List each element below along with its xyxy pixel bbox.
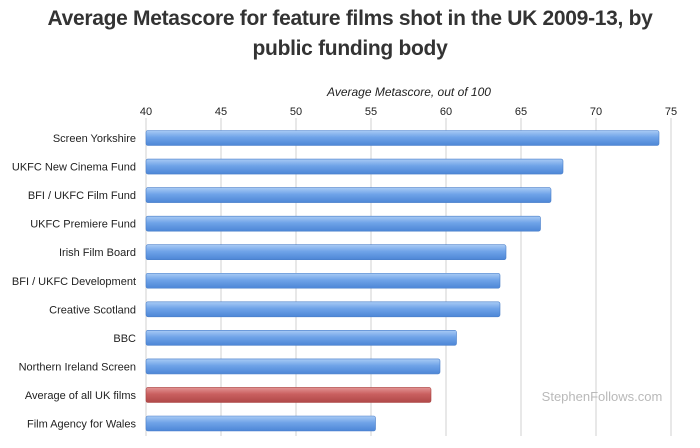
category-label: UKFC Premiere Fund — [30, 219, 136, 231]
category-label: Irish Film Board — [59, 247, 136, 259]
x-tick-label: 55 — [365, 106, 377, 118]
x-tick-label: 70 — [590, 106, 602, 118]
bar — [145, 301, 501, 318]
category-labels: Screen Yorkshire UKFC New Cinema Fund BFI … — [12, 133, 137, 431]
bar — [145, 272, 501, 289]
watermark: StephenFollows.com — [542, 389, 663, 404]
bar — [145, 130, 660, 146]
bar — [145, 330, 457, 346]
x-axis-title: Average Metascore, out of 100 — [326, 85, 491, 99]
bar — [145, 215, 541, 232]
bar — [145, 415, 376, 432]
bar — [145, 358, 441, 375]
x-tick-labels: 40 45 50 55 60 65 70 75 — [140, 106, 677, 118]
bar — [145, 158, 564, 175]
category-label: Average of all UK films — [25, 390, 137, 402]
bar — [145, 244, 507, 260]
category-label: Creative Scotland — [49, 304, 136, 316]
category-label: BFI / UKFC Development — [12, 276, 136, 288]
x-tick-label: 65 — [515, 106, 527, 118]
x-tick-label: 75 — [665, 106, 677, 118]
bars — [145, 130, 660, 432]
bar — [145, 387, 432, 403]
x-tick-label: 40 — [140, 106, 152, 118]
category-label: Screen Yorkshire — [53, 133, 136, 145]
category-label: BFI / UKFC Film Fund — [28, 190, 136, 202]
category-label: Northern Ireland Screen — [19, 361, 136, 373]
bar — [145, 187, 552, 203]
x-tick-label: 50 — [290, 106, 302, 118]
category-label: BBC — [113, 333, 136, 345]
chart-title: Average Metascore for feature films shot… — [47, 7, 653, 60]
category-label: UKFC New Cinema Fund — [12, 162, 136, 174]
x-tick-label: 60 — [440, 106, 452, 118]
category-label: Film Agency for Wales — [27, 419, 137, 431]
x-tick-label: 45 — [215, 106, 227, 118]
